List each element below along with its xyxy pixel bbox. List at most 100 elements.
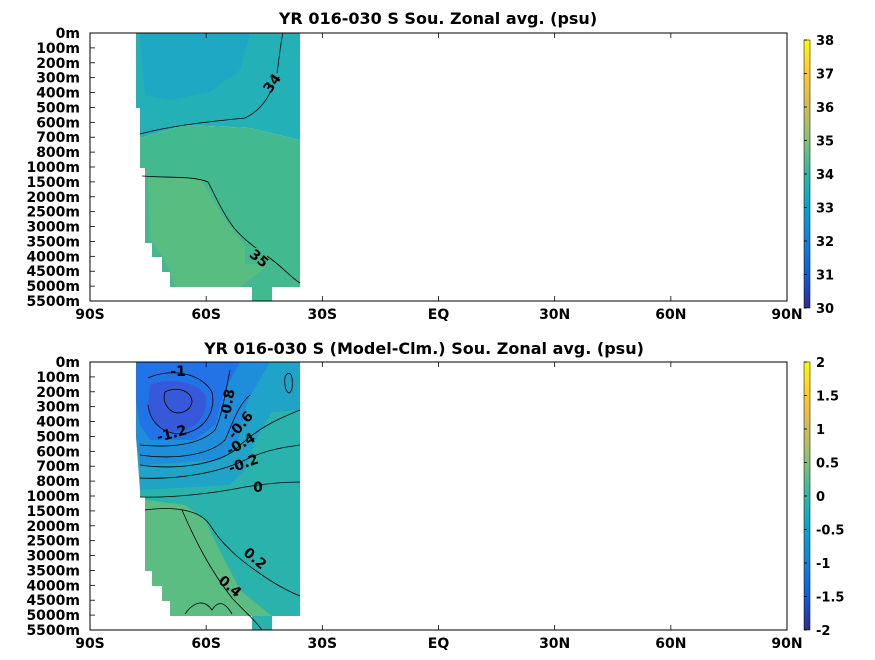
panel2-contour-bottom-loop [184, 602, 233, 615]
colorbar-tick-label: -0.5 [816, 524, 844, 539]
y-tick-label: 600m [36, 115, 80, 131]
y-tick-label: 2000m [26, 190, 80, 206]
panel1-x-axis: 90S 60S 30S EQ 30N 60N 90N [75, 33, 803, 323]
y-tick-label: 400m [36, 415, 80, 431]
y-tick-label: 300m [36, 71, 80, 87]
salinity-anomaly-panel: YR 016-030 S (Model-Clm.) Sou. Zonal avg… [26, 339, 844, 652]
panel2-contour-label-zero: 0 [253, 480, 263, 496]
y-tick-label: 2500m [26, 205, 80, 221]
panel2-contour-label-minus1: -1 [170, 364, 186, 380]
panel2-contour-small-loop [284, 372, 293, 394]
panel2-positive-anomaly [145, 500, 272, 616]
x-tick-label: 30S [308, 307, 338, 323]
y-tick-label: 700m [36, 130, 80, 146]
y-tick-label: 0m [56, 355, 80, 371]
panel2-field: -1 -1.2 -0.8 -0.6 -0.4 -0.2 0 0.2 0.4 [136, 362, 301, 630]
panel2-contour-minus0-8 [139, 369, 231, 447]
colorbar-tick-label: 1.5 [816, 390, 839, 405]
salinity-panel: YR 016-030 S Sou. Zonal avg. (psu) 34 35… [26, 9, 834, 323]
colorbar-tick-label: 0.5 [816, 457, 839, 472]
y-tick-label: 500m [36, 429, 80, 445]
panel2-contour-minus1 [147, 372, 214, 435]
panel2-contour-label-minus0-8: -0.8 [218, 388, 239, 421]
y-tick-label: 200m [36, 385, 80, 401]
y-tick-label: 400m [36, 86, 80, 102]
y-tick-label: 1000m [26, 489, 80, 505]
y-tick-label: 1500m [26, 504, 80, 520]
y-tick-label: 200m [36, 56, 80, 72]
y-tick-label: 1500m [26, 175, 80, 191]
colorbar-tick-label: 30 [816, 302, 834, 317]
colorbar-tick-label: 36 [816, 101, 834, 116]
panel1-colorbar-ticks: 30 31 32 33 34 35 36 37 38 [804, 34, 834, 317]
x-tick-label: 60S [191, 636, 221, 652]
y-tick-label: 5000m [26, 279, 80, 295]
colorbar-tick-label: 0 [816, 490, 825, 505]
x-tick-label: 90N [771, 636, 802, 652]
x-tick-label: 30S [308, 636, 338, 652]
x-tick-label: 90S [75, 636, 105, 652]
panel2-contour-minus0-6 [139, 394, 251, 458]
y-tick-label: 2000m [26, 519, 80, 535]
x-tick-label: 30N [539, 307, 570, 323]
x-tick-label: EQ [428, 636, 450, 652]
colorbar-tick-label: 33 [816, 202, 834, 217]
panel1-contour-35 [141, 175, 301, 284]
y-tick-label: 600m [36, 444, 80, 460]
y-tick-label: 5500m [26, 623, 80, 639]
colorbar-tick-label: 34 [816, 168, 834, 183]
panel2-title: YR 016-030 S (Model-Clm.) Sou. Zonal avg… [203, 339, 644, 358]
x-tick-label: EQ [428, 307, 450, 323]
y-tick-label: 4000m [26, 249, 80, 265]
colorbar-tick-label: -2 [816, 624, 830, 639]
panel1-salty-patch [148, 178, 265, 287]
panel2-contour-zero [139, 481, 301, 498]
panel2-contour-minus0-2 [139, 444, 301, 479]
panel2-contour-minus1-2 [163, 388, 193, 414]
y-tick-label: 2500m [26, 534, 80, 550]
colorbar-tick-label: 35 [816, 135, 834, 150]
panel2-contour-label-minus1-2: -1.2 [155, 422, 189, 445]
panel1-fresh-core [140, 33, 250, 100]
y-tick-label: 800m [36, 474, 80, 490]
panel2-y-axis: 0m100m200m300m400m500m600m700m800m1000m1… [26, 355, 95, 639]
panel2-contour-0-2 [144, 508, 301, 597]
panel1-title: YR 016-030 S Sou. Zonal avg. (psu) [278, 9, 597, 28]
colorbar-tick-label: -1 [816, 557, 830, 572]
colorbar-tick-label: 37 [816, 68, 834, 83]
x-tick-label: 90S [75, 307, 105, 323]
y-tick-label: 700m [36, 459, 80, 475]
panel2-contour-minus0-4 [139, 409, 301, 468]
y-tick-label: 100m [36, 370, 80, 386]
panel2-negative-anomaly-core [148, 381, 206, 432]
y-tick-label: 5000m [26, 608, 80, 624]
colorbar-tick-label: 38 [816, 34, 834, 49]
panel2-colorbar-ticks: 2 1.5 1 0.5 0 -0.5 -1 -1.5 -2 [804, 356, 844, 639]
x-tick-label: 90N [771, 307, 802, 323]
y-tick-label: 1000m [26, 160, 80, 176]
panel1-y-axis: 0m100m200m300m400m500m600m700m800m1000m1… [26, 26, 95, 310]
y-tick-label: 4500m [26, 593, 80, 609]
y-tick-label: 500m [36, 100, 80, 116]
y-tick-label: 3500m [26, 234, 80, 250]
x-tick-label: 60N [655, 636, 686, 652]
panel2-contour-0-4 [181, 509, 263, 630]
colorbar-tick-label: 32 [816, 235, 834, 250]
y-tick-label: 3500m [26, 563, 80, 579]
y-tick-label: 4500m [26, 264, 80, 280]
panel1-field: 34 35 [136, 33, 301, 301]
y-tick-label: 800m [36, 145, 80, 161]
y-tick-label: 300m [36, 400, 80, 416]
colorbar-tick-label: 31 [816, 269, 834, 284]
colorbar-tick-label: -1.5 [816, 591, 844, 606]
x-tick-label: 60S [191, 307, 221, 323]
y-tick-label: 3000m [26, 220, 80, 236]
panel2-x-axis: 90S 60S 30S EQ 30N 60N 90N [75, 362, 803, 652]
x-tick-label: 60N [655, 307, 686, 323]
y-tick-label: 3000m [26, 549, 80, 565]
y-tick-label: 100m [36, 41, 80, 57]
y-tick-label: 5500m [26, 294, 80, 310]
colorbar-tick-label: 2 [816, 356, 825, 371]
panel1-contour-34 [139, 33, 284, 135]
